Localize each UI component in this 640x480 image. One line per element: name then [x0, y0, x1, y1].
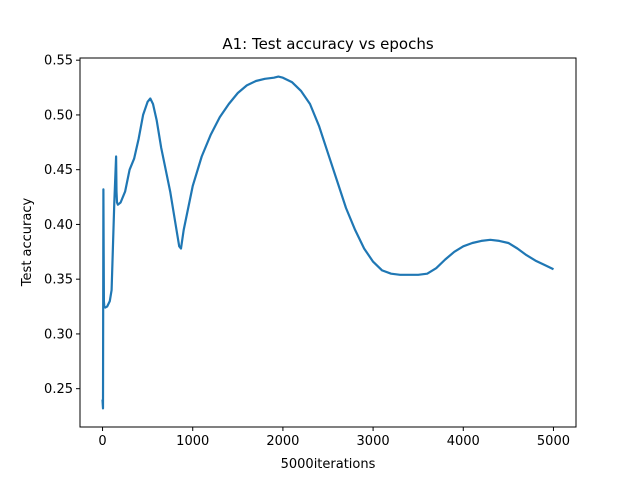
y-tick-label: 0.50 — [44, 108, 73, 123]
y-tick-label: 0.45 — [44, 163, 73, 178]
x-tick-label: 5000 — [537, 434, 570, 449]
y-tick-label: 0.30 — [44, 327, 73, 342]
x-tick-label: 2000 — [266, 434, 299, 449]
y-tick-label: 0.40 — [44, 218, 73, 233]
x-tick-label: 3000 — [357, 434, 390, 449]
x-tick-label: 0 — [98, 434, 106, 449]
series-layer — [101, 75, 554, 410]
y-tick-label: 0.35 — [44, 273, 73, 288]
x-axis-label: 5000iterations — [281, 457, 376, 472]
y-tick-label: 0.25 — [44, 382, 73, 397]
plot-frame — [79, 57, 577, 428]
x-tick-label: 1000 — [176, 434, 209, 449]
x-tick-label: 4000 — [447, 434, 480, 449]
x-axis-ticks: 0 1000 2000 3000 4000 5000 — [98, 427, 570, 449]
y-axis-label: Test accuracy — [20, 198, 35, 288]
chart-title: A1: Test accuracy vs epochs — [222, 35, 434, 53]
y-axis-ticks: 0.25 0.30 0.35 0.40 0.45 0.50 0.55 — [44, 54, 80, 397]
series-line-0 — [101, 75, 554, 410]
y-tick-label: 0.55 — [44, 54, 73, 69]
